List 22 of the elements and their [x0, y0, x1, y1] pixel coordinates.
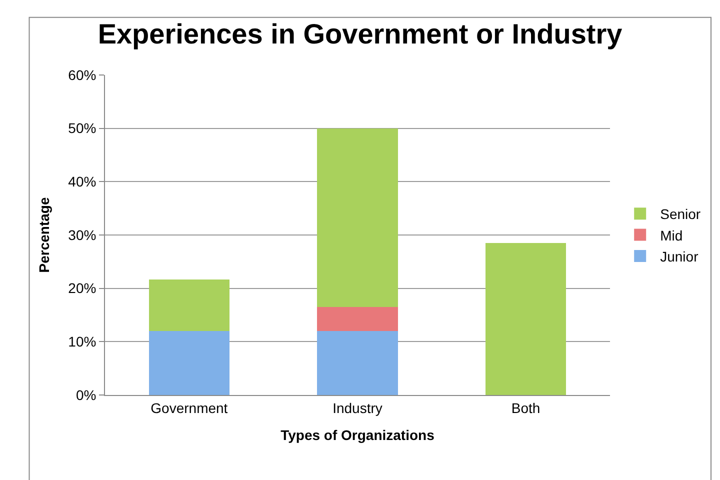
y-tick-label: 0%: [76, 386, 96, 403]
y-tick-label: 30%: [68, 226, 96, 243]
y-tick-label: 60%: [68, 66, 96, 83]
x-tick-label: Both: [511, 400, 540, 416]
bar: [148, 331, 230, 395]
chart-title: Experiences in Government or Industry: [98, 18, 623, 50]
bar: [148, 279, 230, 331]
bar: [485, 243, 566, 395]
bar: [317, 331, 398, 395]
y-tick-label: 20%: [68, 280, 96, 296]
x-tick-label: Government: [150, 400, 228, 416]
bar: [317, 128, 398, 307]
x-tick-label: Industry: [332, 400, 382, 416]
y-tick-label: 10%: [68, 334, 96, 350]
x-axis-title: Types of Organizations: [280, 427, 435, 444]
legend-label: Senior: [660, 206, 701, 222]
y-tick-label: 40%: [68, 174, 96, 190]
legend-label: Mid: [660, 227, 683, 244]
legend-label: Junior: [660, 248, 699, 264]
bar: [317, 307, 398, 331]
y-tick-label: 50%: [68, 120, 96, 136]
y-axis-title: Percentage: [36, 197, 52, 273]
